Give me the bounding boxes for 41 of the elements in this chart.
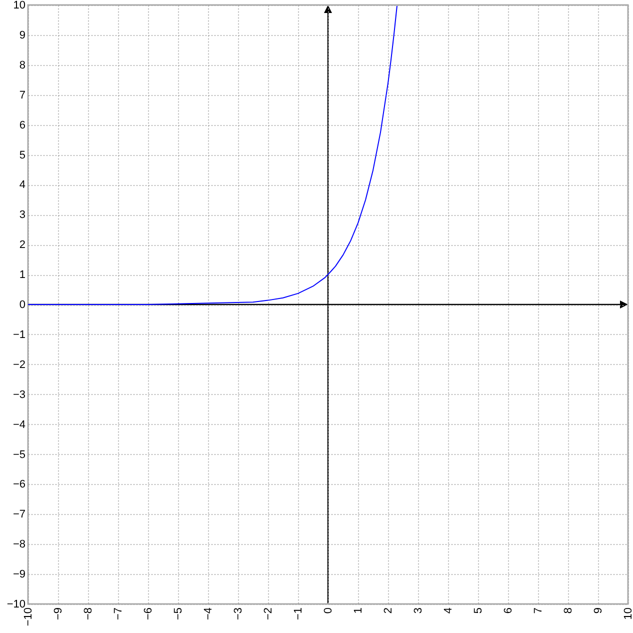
x-tick-label: −3 [232, 608, 244, 620]
x-tick-label: −8 [82, 608, 94, 620]
x-tick-label: 7 [532, 608, 544, 614]
x-tick-label: 6 [502, 608, 514, 614]
y-tick-label: −4 [12, 418, 26, 431]
x-tick-label: 1 [352, 608, 364, 614]
line-series [28, 5, 398, 305]
x-tick-label: −2 [262, 608, 274, 620]
y-tick-label: 1 [19, 269, 26, 282]
y-tick-label: 3 [19, 209, 26, 222]
x-tick-label: −9 [52, 608, 64, 620]
x-tick-label: −1 [292, 608, 304, 620]
y-tick-label: −7 [12, 508, 26, 521]
y-tick-label: 4 [19, 179, 26, 192]
x-tick-label: 10 [622, 608, 633, 620]
x-tick-label: −6 [142, 608, 154, 620]
y-tick-label: −1 [12, 328, 26, 341]
x-tick-label: 3 [412, 608, 424, 614]
x-tick-label: 9 [592, 608, 604, 614]
y-tick-label: −9 [12, 568, 26, 581]
y-tick-label: −6 [12, 478, 26, 491]
x-tick-label: 8 [562, 608, 574, 614]
x-tick-label: −5 [172, 608, 184, 620]
x-tick-label: −7 [112, 608, 124, 620]
y-tick-label: 5 [19, 149, 26, 162]
y-tick-label: −5 [12, 448, 26, 461]
y-tick-label: 10 [13, 0, 26, 12]
y-tick-label: 6 [19, 119, 26, 132]
y-tick-label: 2 [19, 239, 26, 252]
x-tick-label: 2 [382, 608, 394, 614]
y-tick-label: 7 [19, 89, 26, 102]
x-tick-label: −4 [202, 608, 214, 620]
x-tick-label: 5 [472, 608, 484, 614]
y-tick-label: 9 [19, 29, 26, 42]
y-tick-label: 8 [19, 59, 26, 72]
x-tick-label: 4 [442, 608, 454, 614]
y-tick-label: −2 [12, 358, 26, 371]
x-tick-label: 0 [322, 608, 334, 614]
y-tick-label: −8 [12, 538, 26, 551]
y-tick-label: −3 [12, 388, 26, 401]
y-tick-label: 0 [19, 299, 26, 311]
